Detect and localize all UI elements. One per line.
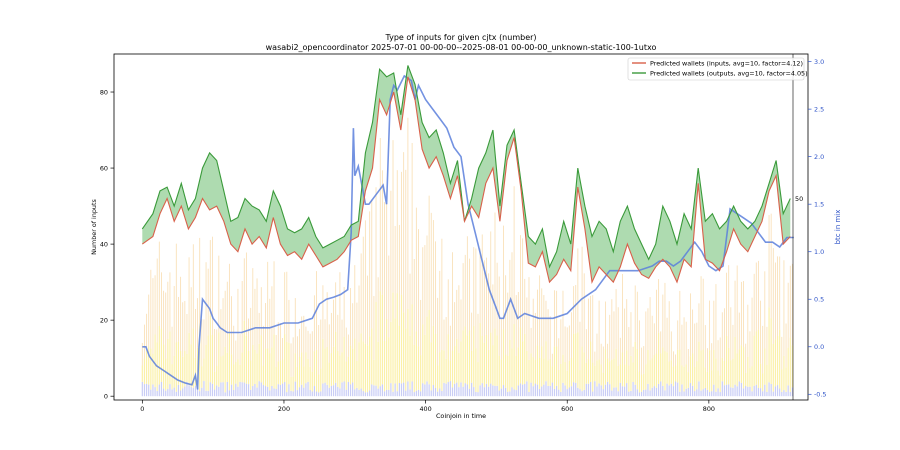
x-tick-label: 0 (140, 405, 144, 413)
chart-subtitle: wasabi2_opencoordinator 2025-07-01 00-00… (266, 43, 657, 52)
y-right-tick-label: 3.0 (814, 58, 824, 66)
input-type-bars (141, 117, 794, 397)
y-right-tick-label: 0.5 (814, 296, 824, 304)
y-tick-label: 20 (100, 316, 108, 324)
x-tick-label: 400 (419, 405, 431, 413)
x-tick-label: 200 (278, 405, 290, 413)
y-axis-right: -0.5 0.0 0.5 1.0 1.5 2.0 2.5 3.0 (808, 58, 826, 399)
y-tick-label: 80 (100, 88, 108, 96)
x-axis-label: Coinjoin in time (436, 412, 486, 420)
plot-frame (113, 53, 809, 401)
y-axis-left: 0 20 40 60 80 (100, 88, 114, 400)
y-tick-label: 60 (100, 164, 108, 172)
y-tick-label: 0 (104, 392, 108, 400)
x-axis: 0 200 400 600 800 (140, 400, 715, 413)
legend-label-outputs: Predicted wallets (outputs, avg=10, fact… (650, 70, 808, 78)
series-lines (141, 65, 794, 390)
legend: Predicted wallets (inputs, avg=10, facto… (627, 57, 808, 81)
x-tick-label: 600 (561, 405, 573, 413)
y-right-tick-label: -0.5 (814, 391, 826, 399)
chart-title: Type of inputs for given cjtx (number) (384, 33, 536, 42)
x-tick-label: 800 (703, 405, 715, 413)
y-axis-label: Number of inputs (90, 199, 98, 255)
difference-fill (142, 65, 791, 283)
secondary-axis-marker: 50 (795, 195, 803, 203)
y-right-tick-label: 1.0 (814, 248, 824, 256)
y-axis-label-right: btc in mix (834, 210, 842, 245)
y-right-tick-label: 0.0 (814, 343, 824, 351)
y-right-tick-label: 2.5 (814, 105, 824, 113)
line-inputs (141, 76, 791, 285)
fill-between-inputs-outputs (142, 65, 791, 283)
legend-box (627, 57, 805, 81)
y-right-tick-label: 1.5 (814, 200, 824, 208)
y-right-tick-label: 2.0 (814, 153, 824, 161)
line-outputs (141, 65, 791, 269)
legend-label-inputs: Predicted wallets (inputs, avg=10, facto… (650, 60, 803, 68)
y-tick-label: 40 (100, 240, 108, 248)
